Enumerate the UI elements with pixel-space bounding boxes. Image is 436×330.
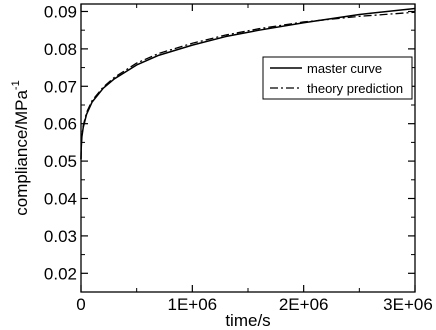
y-tick-label: 0.03 [44, 227, 77, 246]
y-axis-title: compliance/MPa-1 [10, 80, 31, 215]
y-tick-label: 0.04 [44, 189, 77, 208]
legend-label-theory-prediction: theory prediction [307, 81, 403, 96]
y-tick-label: 0.07 [44, 77, 77, 96]
y-axis-title-superscript: -1 [10, 80, 22, 90]
plot-area: 0.02 0.03 0.04 0.05 0.06 0.07 0.08 0.09 0 1E+06 2… [44, 2, 433, 314]
x-axis-ticks: 0 1E+06 2E+06 3E+06 [76, 4, 433, 314]
x-tick-label: 0 [76, 295, 85, 314]
y-tick-label: 0.02 [44, 264, 77, 283]
legend-box [262, 56, 413, 100]
y-axis-ticks: 0.02 0.03 0.04 0.05 0.06 0.07 0.08 0.09 [44, 2, 415, 283]
y-axis-title-main: compliance/MPa [12, 90, 31, 216]
x-tick-label: 2E+06 [279, 295, 329, 314]
y-tick-label: 0.06 [44, 115, 77, 134]
y-tick-label: 0.05 [44, 152, 77, 171]
x-tick-label: 3E+06 [383, 295, 433, 314]
y-tick-label: 0.08 [44, 40, 77, 59]
legend: master curve theory prediction [262, 56, 413, 100]
series-layer [80, 7, 416, 160]
x-axis-title: time/s [225, 311, 270, 330]
y-tick-label: 0.09 [44, 2, 77, 21]
legend-label-master-curve: master curve [307, 61, 382, 76]
x-tick-label: 1E+06 [168, 295, 218, 314]
plot-frame [80, 3, 416, 293]
